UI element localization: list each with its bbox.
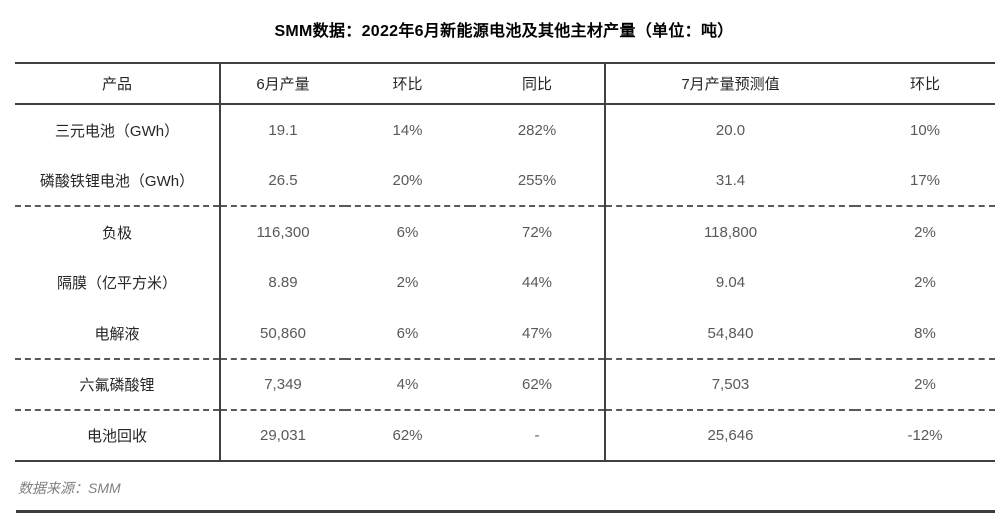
cell-mom2: -12% (907, 427, 943, 444)
cell-july-forecast: 54,840 (707, 324, 754, 342)
cell-mom: 62% (392, 427, 423, 444)
row-label: 三元电池（GWh） (15, 104, 221, 155)
table-row-battery-recycling: 电池回收 29,031 62% - 25,646 -12% (15, 410, 995, 461)
table-row-separator-film: 隔膜（亿平方米） 8.89 2% 44% 9.04 2% (15, 257, 995, 308)
col-header-july-forecast: 7月产量预测值 (681, 76, 780, 93)
header-row: 产品 6月产量 环比 同比 7月产量预测值 环比 (15, 63, 995, 104)
cell-yoy: - (470, 410, 606, 461)
cell-mom2: 17% (909, 171, 941, 189)
cell-mom: 2% (396, 274, 419, 291)
table-row-electrolyte: 电解液 50,860 6% 47% 54,840 8% (15, 308, 995, 359)
cell-june-output: 26.5 (268, 171, 298, 189)
cell-mom: 6% (396, 324, 419, 342)
table-row-lfp-battery: 磷酸铁锂电池（GWh） 26.5 20% 255% 31.4 17% (15, 155, 995, 206)
figure-title: SMM数据：2022年6月新能源电池及其他主材产量（单位：吨） (274, 23, 734, 40)
col-header-june-output: 6月产量 (256, 76, 310, 93)
row-label: 电池回收 (15, 410, 221, 461)
cell-yoy: 72% (470, 206, 606, 257)
cell-mom2: 10% (909, 121, 941, 139)
cell-june-output: 29,031 (260, 427, 306, 444)
cell-mom2: 2% (914, 376, 936, 393)
production-table: 产品 6月产量 环比 同比 7月产量预测值 环比 三元电池（GWh） 19.1 … (15, 62, 995, 462)
col-header-yoy: 同比 (470, 63, 606, 104)
cell-yoy: 282% (470, 104, 606, 155)
cell-mom: 6% (396, 223, 419, 241)
cell-july-forecast: 7,503 (711, 376, 750, 393)
cell-mom: 4% (396, 376, 419, 393)
cell-june-output: 7,349 (264, 376, 302, 393)
row-label: 电解液 (15, 308, 221, 359)
cell-mom2: 2% (914, 274, 936, 291)
col-header-mom2: 环比 (909, 76, 940, 93)
cell-june-output: 19.1 (268, 121, 298, 139)
row-label: 负极 (15, 206, 221, 257)
table-row-anode: 负极 116,300 6% 72% 118,800 2% (15, 206, 995, 257)
cell-july-forecast: 118,800 (703, 223, 758, 241)
table-row-ternary-battery: 三元电池（GWh） 19.1 14% 282% 20.0 10% (15, 104, 995, 155)
row-label: 六氟磷酸锂 (15, 359, 221, 410)
cell-june-output: 116,300 (256, 223, 310, 241)
cell-mom: 20% (392, 171, 423, 189)
row-label: 隔膜（亿平方米） (15, 257, 221, 308)
cell-yoy: 255% (470, 155, 606, 206)
cell-mom2: 2% (914, 223, 936, 241)
cell-mom2: 8% (914, 324, 936, 342)
col-header-product: 产品 (15, 63, 221, 104)
cell-june-output: 8.89 (268, 274, 298, 291)
cell-yoy: 47% (470, 308, 606, 359)
cell-yoy: 62% (470, 359, 606, 410)
cell-july-forecast: 9.04 (715, 274, 746, 291)
cell-july-forecast: 25,646 (707, 427, 754, 444)
row-label: 磷酸铁锂电池（GWh） (15, 155, 221, 206)
bottom-divider (16, 510, 995, 513)
data-source-note: 数据来源：SMM (18, 480, 121, 496)
col-header-mom: 环比 (392, 76, 423, 93)
table-row-lipf6: 六氟磷酸锂 7,349 4% 62% 7,503 2% (15, 359, 995, 410)
cell-july-forecast: 31.4 (715, 171, 746, 189)
cell-mom: 14% (392, 121, 423, 139)
cell-june-output: 50,860 (260, 324, 306, 342)
cell-yoy: 44% (470, 257, 606, 308)
cell-july-forecast: 20.0 (715, 121, 746, 139)
